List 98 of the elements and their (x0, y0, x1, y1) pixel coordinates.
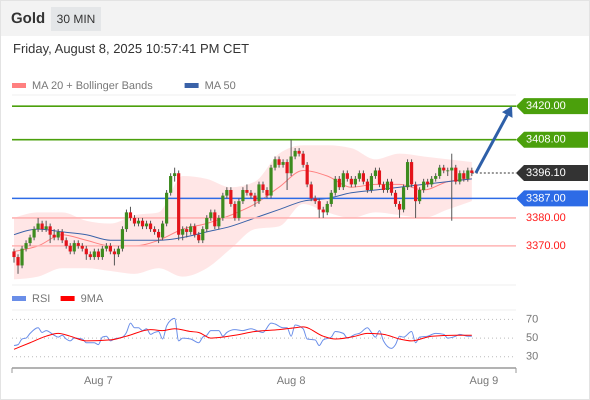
candlestick (189, 223, 192, 236)
candlestick (161, 220, 164, 241)
candlestick (241, 186, 245, 204)
candlestick (233, 200, 236, 222)
candlestick (338, 176, 341, 190)
candlestick (225, 186, 228, 199)
chart-title: Gold (11, 10, 46, 27)
chart-subtitle: Friday, August 8, 2025 10:57:41 PM CET (13, 41, 250, 56)
ref-line-label: 3420.00 (526, 100, 566, 112)
candlestick (454, 164, 458, 185)
line-series (14, 318, 472, 349)
legend-label: MA 20 + Bollinger Bands (32, 80, 154, 92)
candlestick (213, 209, 216, 230)
candlestick (418, 186, 422, 204)
text: 30 MIN (56, 12, 96, 26)
candlestick (257, 181, 261, 204)
candlestick (362, 170, 365, 185)
y-tick-label: 70 (526, 313, 538, 326)
candlestick (16, 254, 20, 274)
candlestick (24, 240, 28, 252)
candlestick (346, 170, 349, 182)
candlestick (181, 226, 184, 241)
candlestick (185, 226, 188, 238)
x-tick-label: Aug 7 (84, 375, 113, 387)
candlestick (386, 178, 390, 194)
candlestick (56, 228, 60, 241)
y-tick-label: 30 (526, 350, 538, 363)
candlestick (466, 167, 470, 182)
candlestick (108, 242, 112, 255)
candlestick (414, 181, 418, 218)
candlestick (410, 158, 414, 188)
candlestick (285, 158, 289, 190)
ref-line-label: 3380.00 (526, 212, 566, 224)
candlestick (20, 245, 24, 269)
candlestick (128, 206, 132, 222)
candlestick (378, 167, 382, 188)
candlestick (265, 186, 269, 199)
candlestick (132, 214, 136, 227)
candlestick (290, 139, 293, 177)
candlestick (398, 200, 402, 218)
candlestick (318, 198, 321, 218)
candlestick (68, 242, 72, 255)
candlestick (116, 245, 120, 258)
candlestick (462, 170, 466, 182)
line-series (14, 326, 472, 350)
candlestick (36, 217, 40, 232)
candlestick (394, 190, 398, 208)
candlestick (84, 245, 88, 260)
candlestick (112, 248, 116, 266)
candlestick (140, 217, 144, 230)
candlestick (450, 153, 454, 222)
candlestick (458, 170, 462, 185)
ref-line-label: 3387.00 (526, 192, 566, 204)
candlestick (169, 172, 172, 196)
candlestick (366, 178, 370, 194)
candlestick (438, 164, 442, 180)
candlestick (229, 186, 232, 208)
candlestick (156, 228, 160, 244)
candlestick (92, 248, 96, 260)
candlestick (237, 198, 240, 222)
candlestick (12, 248, 16, 264)
candlestick (148, 220, 152, 232)
x-tick-label: Aug 9 (469, 375, 498, 387)
candlestick (52, 228, 56, 241)
candlestick (430, 176, 434, 188)
x-tick-label: Aug 8 (276, 375, 306, 387)
candlestick (374, 167, 378, 180)
candlestick (120, 226, 124, 252)
candlestick (382, 181, 386, 194)
candlestick (358, 170, 361, 182)
ref-line-label: 3396.10 (526, 166, 566, 179)
legend-label: MA 50 (204, 80, 236, 92)
candlestick (48, 223, 52, 244)
candlestick (100, 245, 104, 260)
candlestick (32, 226, 36, 241)
candlestick (261, 181, 265, 194)
candlestick (390, 178, 394, 196)
candlestick (72, 240, 76, 255)
candlestick (422, 178, 426, 194)
legend-label: 9MA (80, 292, 104, 305)
candlestick (40, 220, 44, 232)
candlestick (273, 156, 277, 171)
candlestick (342, 170, 345, 190)
legend-label: RSI (32, 292, 50, 305)
y-tick-label: 50 (526, 332, 538, 344)
candlestick (96, 248, 100, 260)
candlestick (354, 176, 357, 188)
ref-line-label: 3370.00 (526, 240, 566, 252)
candlestick (402, 184, 406, 213)
candlestick (294, 148, 297, 160)
candlestick (245, 184, 249, 196)
ref-line-label: 3408.00 (526, 134, 566, 146)
candlestick (253, 192, 257, 208)
candlestick (370, 172, 374, 194)
candlestick (124, 209, 128, 232)
candlestick (28, 234, 32, 246)
candlestick (173, 167, 176, 182)
candlestick (277, 156, 281, 168)
